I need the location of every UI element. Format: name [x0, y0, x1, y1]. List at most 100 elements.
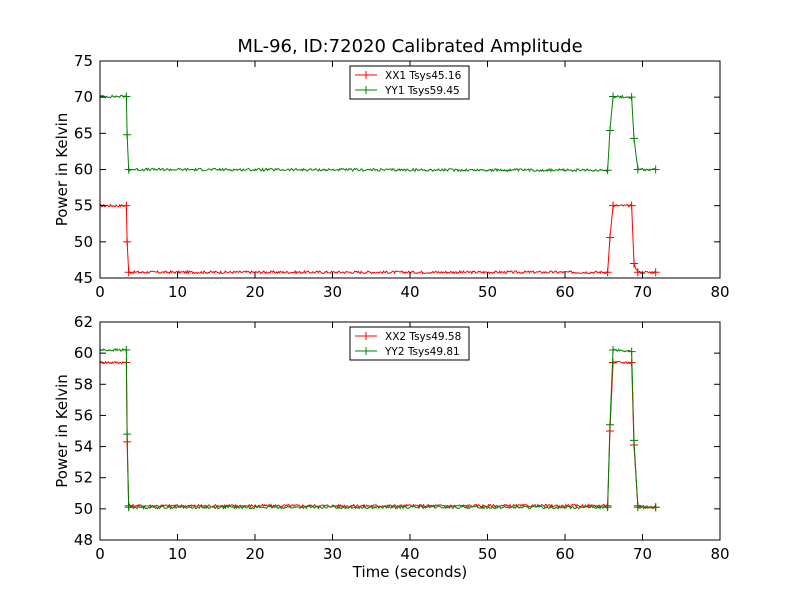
data-point-marker [100, 358, 104, 367]
data-point-marker [609, 346, 618, 355]
data-point-marker [123, 130, 132, 139]
chart-title: ML-96, ID:72020 Calibrated Amplitude [237, 36, 582, 57]
data-point-marker [627, 201, 636, 210]
legend-marker [362, 332, 370, 340]
data-point-marker [651, 268, 660, 277]
data-point-marker [122, 201, 131, 210]
y-tick-label: 54 [74, 438, 93, 456]
data-point-marker [629, 436, 638, 445]
x-tick-label: 70 [633, 283, 652, 301]
series-line-yy2-tsys49-81 [100, 347, 656, 510]
legend-box [349, 326, 470, 361]
data-point-marker [100, 346, 104, 355]
data-point-marker [122, 346, 131, 355]
data-point-marker [603, 166, 612, 175]
data-point-marker [633, 165, 642, 174]
data-point-marker [124, 165, 133, 174]
legend-marker [362, 347, 370, 355]
top-panel: ML-96, ID:72020 Calibrated Amplitude 0 10… [53, 36, 730, 301]
y-tick-label: 70 [74, 88, 93, 106]
x-tick-label: 40 [400, 545, 419, 563]
data-point-marker [627, 93, 636, 102]
series-markers-yy2-tsys49-81 [100, 346, 660, 512]
data-point-marker [124, 268, 133, 277]
legend-entry-yy2-tsys49-81: YY2 Tsys49.81 [355, 346, 460, 358]
bottom-plot-area [100, 346, 660, 512]
x-tick-label: 30 [323, 283, 342, 301]
x-tick-label: 20 [245, 545, 264, 563]
data-point-marker [633, 503, 642, 512]
bottom-x-axis-label: Time (seconds) [352, 563, 468, 581]
x-tick-label: 50 [478, 545, 497, 563]
y-tick-label: 55 [74, 197, 93, 215]
data-point-marker [651, 503, 660, 512]
y-tick-label: 62 [74, 313, 93, 331]
x-tick-label: 30 [323, 545, 342, 563]
y-tick-label: 52 [74, 469, 93, 487]
top-plot-area [100, 92, 660, 277]
x-tick-label: 60 [555, 283, 574, 301]
y-tick-label: 60 [74, 161, 93, 179]
legend-marker [362, 86, 370, 94]
data-point-marker [123, 430, 132, 439]
data-point-marker [605, 233, 614, 242]
x-tick-label: 0 [95, 545, 105, 563]
y-tick-label: 60 [74, 344, 93, 362]
x-tick-label: 0 [95, 283, 105, 301]
x-tick-label: 10 [168, 545, 187, 563]
top-y-axis-label: Power in Kelvin [53, 113, 71, 227]
data-point-marker [605, 126, 614, 135]
legend-label: YY2 Tsys49.81 [384, 346, 460, 358]
series-group [100, 92, 660, 277]
y-tick-label: 45 [74, 269, 93, 287]
legend-label: YY1 Tsys59.45 [384, 85, 460, 97]
bottom-y-axis-label: Power in Kelvin [53, 374, 71, 488]
bottom-panel: 0 10 20 30 40 50 60 70 80 48 50 52 54 56 58 60 62 Power … [53, 313, 730, 581]
legend-entry-xx1-tsys45-16: XX1 Tsys45.16 [355, 70, 462, 82]
series-markers-yy1-tsys59-45 [100, 92, 660, 175]
series-line-xx1-tsys45-16 [100, 203, 656, 275]
data-point-marker [605, 420, 614, 429]
legend-box [349, 65, 470, 100]
legend-entry-xx2-tsys49-58: XX2 Tsys49.58 [355, 331, 461, 343]
data-point-marker [124, 503, 133, 512]
bottom-axis-ticks: 0 10 20 30 40 50 60 70 80 48 50 52 54 56 58 60 62 [74, 313, 730, 563]
y-tick-label: 75 [74, 52, 93, 70]
series-line-yy1-tsys59-45 [100, 94, 656, 173]
x-tick-label: 50 [478, 283, 497, 301]
x-tick-label: 10 [168, 283, 187, 301]
series-line-xx2-tsys49-58 [100, 360, 657, 509]
y-tick-label: 48 [74, 531, 93, 549]
data-point-marker [633, 268, 642, 277]
x-tick-label: 20 [245, 283, 264, 301]
legend-marker [362, 71, 370, 79]
top-axis-ticks: 0 10 20 30 40 50 60 70 80 45 50 55 60 65 70 75 [74, 52, 730, 301]
x-tick-label: 40 [400, 283, 419, 301]
y-tick-label: 65 [74, 124, 93, 142]
data-point-marker [651, 165, 660, 174]
y-tick-label: 50 [74, 233, 93, 251]
data-point-marker [123, 237, 132, 246]
top-legend: XX1 Tsys45.16 YY1 Tsys59.45 [349, 65, 470, 100]
x-tick-label: 70 [633, 545, 652, 563]
data-point-marker [609, 92, 618, 101]
legend-entry-yy1-tsys59-45: YY1 Tsys59.45 [355, 85, 460, 97]
x-tick-label: 80 [710, 545, 729, 563]
data-point-marker [627, 347, 636, 356]
x-tick-label: 60 [555, 545, 574, 563]
data-point-marker [603, 268, 612, 277]
y-tick-label: 58 [74, 375, 93, 393]
data-point-marker [609, 201, 618, 210]
series-markers-xx1-tsys45-16 [100, 201, 660, 277]
series-group [100, 346, 660, 512]
legend-label: XX2 Tsys49.58 [385, 331, 461, 343]
y-tick-label: 56 [74, 406, 93, 424]
x-tick-label: 80 [710, 283, 729, 301]
y-tick-label: 50 [74, 500, 93, 518]
data-point-marker [122, 92, 131, 101]
bottom-legend: XX2 Tsys49.58 YY2 Tsys49.81 [349, 326, 470, 361]
legend-label: XX1 Tsys45.16 [385, 70, 462, 82]
data-point-marker [629, 134, 638, 143]
